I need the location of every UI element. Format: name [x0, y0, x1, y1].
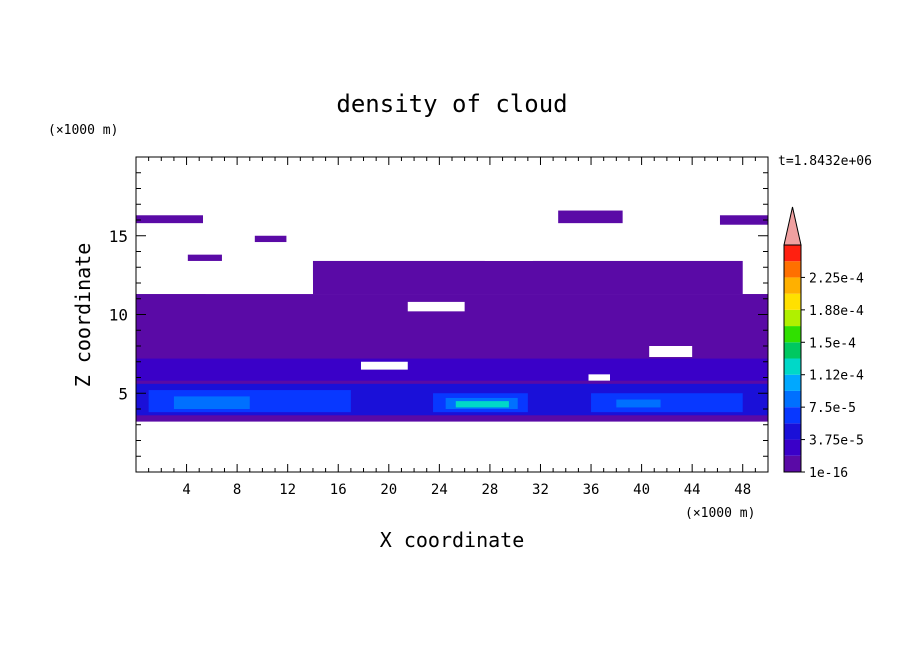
contour-region-6: [187, 254, 222, 261]
colorbar-label: 1.88e-4: [809, 304, 864, 319]
colorbar-frame: [783, 244, 802, 473]
y-tick-label: 5: [118, 384, 128, 403]
x-tick-label: 8: [233, 482, 241, 498]
contour-region-5: [254, 235, 287, 243]
x-unit-label: (×1000 m): [685, 506, 755, 521]
contour-region-15: [455, 401, 509, 408]
x-tick-label: 16: [330, 482, 347, 498]
contour-region-3: [558, 210, 623, 224]
colorbar-swatch-8: [784, 326, 801, 343]
colorbar-swatch-2: [784, 423, 801, 440]
colorbar-swatch-7: [784, 342, 801, 359]
x-tick-label: 36: [583, 482, 600, 498]
x-axis-title: X coordinate: [380, 528, 525, 552]
x-tick-label: 32: [532, 482, 549, 498]
colorbar-swatch-3: [784, 407, 801, 424]
y-axis-title: Z coordinate: [71, 243, 95, 388]
colorbar-swatch-9: [784, 309, 801, 327]
y-unit-label: (×1000 m): [48, 123, 118, 138]
contour-region-2: [136, 215, 203, 224]
x-tick-label: 40: [633, 482, 650, 498]
clear-gap-2: [360, 361, 408, 370]
clear-gap-1: [649, 346, 693, 358]
colorbar-label: 7.5e-5: [809, 401, 856, 416]
contour-region-14: [616, 399, 661, 408]
clear-gap-4: [484, 245, 533, 261]
clear-gap-0: [407, 301, 465, 312]
x-tick-label: 20: [380, 482, 397, 498]
colorbar-swatch-5: [784, 374, 801, 391]
contour-region-1: [312, 260, 743, 295]
colorbar-swatch-11: [784, 277, 801, 294]
x-tick-label: 44: [684, 482, 701, 498]
y-tick-label: 10: [109, 306, 128, 325]
x-tick-label: 48: [734, 482, 751, 498]
colorbar-label: 2.25e-4: [809, 271, 864, 286]
colorbar-label: 1.12e-4: [809, 369, 864, 384]
colorbar-swatch-0: [784, 455, 801, 472]
colorbar-swatch-1: [784, 439, 801, 456]
colorbar-swatch-13: [784, 245, 801, 262]
contour-region-4: [719, 215, 768, 225]
colorbar-label: 1.5e-4: [809, 336, 856, 351]
colorbar-over-arrow: [783, 206, 802, 246]
colorbar-swatch-4: [784, 390, 801, 408]
contour-region-11: [591, 393, 743, 413]
x-axis: 4 8 12 16 20 24 28 32 36 40 44 48: [148, 157, 756, 498]
colorbar-label: 1e-16: [809, 466, 848, 481]
colorbar: 2.25e-4 1.88e-4 1.5e-4 1.12e-4 7.5e-5 3.75e-5…: [783, 206, 864, 481]
clear-gap-5: [205, 279, 313, 295]
plot-area: [135, 156, 769, 473]
x-tick-label: 24: [431, 482, 448, 498]
colorbar-swatch-6: [784, 358, 801, 375]
contour-region-7: [136, 358, 768, 381]
y-axis: 5 10 15: [109, 172, 768, 457]
chart-title: density of cloud: [336, 90, 567, 118]
colorbar-swatch-12: [784, 261, 801, 278]
time-label: t=1.8432e+06: [778, 154, 872, 169]
colorbar-label: 3.75e-5: [809, 434, 864, 449]
x-tick-label: 12: [279, 482, 296, 498]
x-tick-label: 4: [182, 482, 190, 498]
y-tick-label: 15: [109, 227, 128, 246]
x-tick-label: 28: [481, 482, 498, 498]
clear-gap-3: [588, 374, 610, 381]
contour-region-12: [173, 396, 250, 409]
colorbar-swatch-10: [784, 293, 801, 310]
